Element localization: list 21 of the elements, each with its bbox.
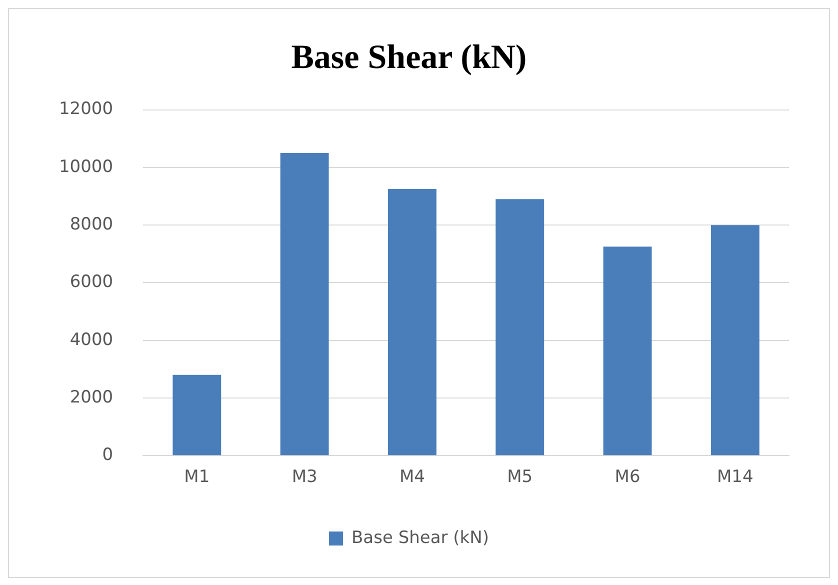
x-tick-label: M1 bbox=[184, 467, 210, 488]
y-tick-label: 8000 bbox=[70, 214, 114, 234]
y-tick-label: 6000 bbox=[70, 272, 114, 292]
bar bbox=[172, 374, 222, 456]
x-tick-label: M14 bbox=[717, 467, 754, 488]
y-tick-label: 2000 bbox=[70, 387, 114, 408]
x-tick-label: M5 bbox=[507, 467, 533, 488]
legend-label: Base Shear (kN) bbox=[352, 528, 489, 548]
x-tick-label: M3 bbox=[292, 467, 318, 488]
bar bbox=[603, 246, 652, 456]
bar bbox=[710, 225, 760, 456]
y-tick-label: 0 bbox=[102, 445, 114, 466]
y-tick-label: 12000 bbox=[58, 99, 114, 120]
y-tick-label: 10000 bbox=[58, 156, 114, 177]
y-tick-label: 4000 bbox=[70, 330, 114, 350]
x-tick-label: M6 bbox=[614, 467, 640, 488]
bar bbox=[280, 153, 329, 456]
x-tick-label: M4 bbox=[399, 467, 425, 488]
bar bbox=[388, 189, 436, 456]
chart-title: Base Shear (kN) bbox=[291, 39, 527, 76]
bar bbox=[496, 199, 544, 456]
